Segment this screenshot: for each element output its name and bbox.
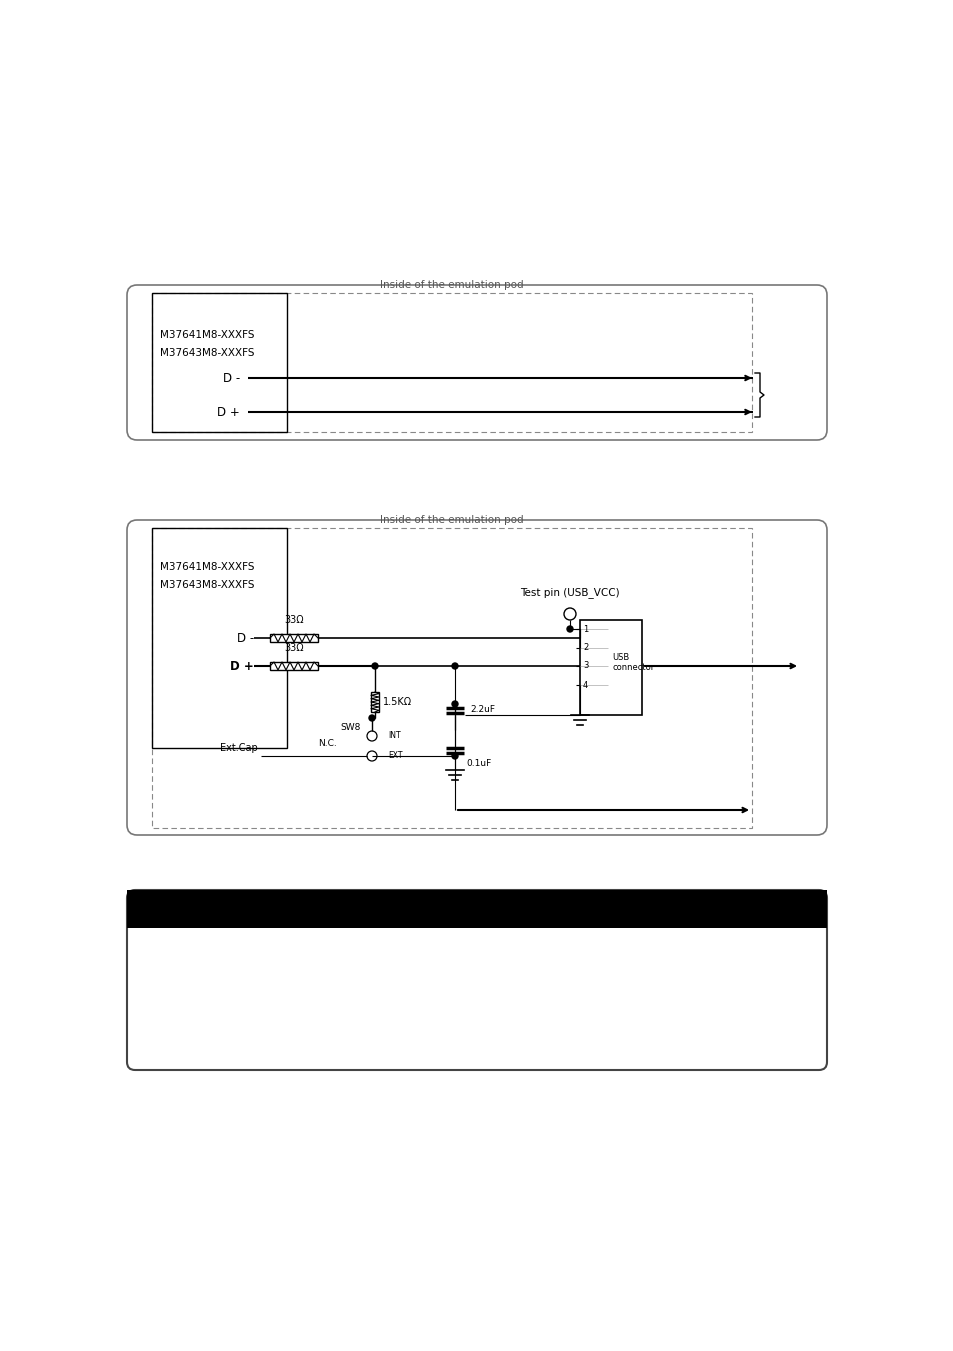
Bar — [152, 528, 751, 828]
Text: 3: 3 — [582, 662, 588, 670]
Text: M37643M8-XXXFS: M37643M8-XXXFS — [160, 349, 254, 358]
Circle shape — [452, 663, 457, 669]
Text: USB
connector: USB connector — [612, 653, 654, 673]
Bar — [152, 293, 287, 432]
Circle shape — [452, 753, 457, 759]
Text: D -: D - — [222, 372, 240, 385]
Text: 33Ω: 33Ω — [284, 643, 303, 653]
Text: 33Ω: 33Ω — [284, 615, 303, 626]
Text: M37641M8-XXXFS: M37641M8-XXXFS — [160, 562, 254, 571]
Text: SW8: SW8 — [340, 724, 360, 732]
Text: EXT: EXT — [388, 751, 402, 761]
Text: Test pin (USB_VCC): Test pin (USB_VCC) — [519, 588, 619, 598]
FancyBboxPatch shape — [127, 890, 826, 1070]
Bar — [270, 634, 317, 642]
Text: Inside of the emulation pod: Inside of the emulation pod — [380, 280, 523, 290]
Text: D +: D + — [217, 405, 240, 419]
Text: 2.2uF: 2.2uF — [470, 704, 495, 713]
Text: M37641M8-XXXFS: M37641M8-XXXFS — [160, 330, 254, 340]
Bar — [371, 692, 378, 712]
Bar — [270, 662, 317, 670]
Bar — [127, 890, 826, 928]
Text: Inside of the emulation pod: Inside of the emulation pod — [380, 515, 523, 526]
Text: 1.5KΩ: 1.5KΩ — [382, 697, 412, 707]
Text: 1: 1 — [582, 624, 588, 634]
Text: Ext.Cap: Ext.Cap — [220, 743, 257, 753]
Text: M37643M8-XXXFS: M37643M8-XXXFS — [160, 580, 254, 590]
Bar — [152, 528, 287, 748]
Circle shape — [452, 701, 457, 707]
Circle shape — [566, 626, 573, 632]
Circle shape — [372, 663, 377, 669]
Bar — [152, 293, 751, 432]
Text: INT: INT — [388, 731, 400, 740]
Text: N.C.: N.C. — [318, 739, 336, 748]
Bar — [579, 620, 641, 715]
Text: 0.1uF: 0.1uF — [465, 759, 491, 767]
Text: 2: 2 — [582, 643, 588, 653]
Text: 4: 4 — [582, 681, 588, 689]
Circle shape — [369, 715, 375, 721]
Text: D -: D - — [236, 631, 253, 644]
Text: D +: D + — [230, 659, 253, 673]
